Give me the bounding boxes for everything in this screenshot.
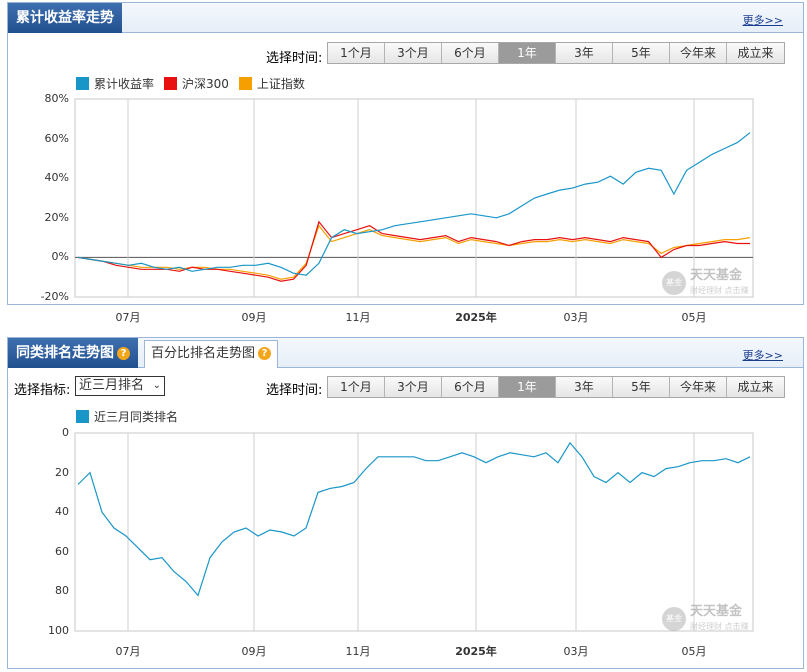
range-button[interactable]: 1年 — [499, 43, 556, 63]
range-button[interactable]: 3年 — [556, 43, 613, 63]
chart-legend: 累计收益率 沪深300 上证指数 — [76, 75, 315, 92]
panel-tabbar: 累计收益率走势 更多>> — [8, 3, 803, 33]
x-tick-label: 05月 — [681, 645, 707, 658]
brand-watermark: 基金 天天基金 财经理财 点击赚 — [662, 268, 754, 298]
question-icon[interactable]: ? — [258, 347, 272, 360]
x-tick-label: 03月 — [563, 311, 589, 324]
range-button[interactable]: 3个月 — [385, 43, 442, 63]
cumulative-return-panel: 累计收益率走势 更多>> 选择时间: 1个月 3个月 6个月 1年 3年 5年 今年来 成立来… — [7, 2, 804, 305]
x-tick-label: 2025年 — [455, 645, 497, 658]
tab-rank-trend-label: 同类排名走势图 — [16, 345, 114, 361]
plot-frame — [74, 98, 754, 298]
x-tick-label: 05月 — [681, 311, 707, 324]
brand-logo: 基金 — [662, 607, 686, 631]
range-button[interactable]: 今年来 — [670, 43, 727, 63]
chart-legend: 近三月同类排名 — [76, 408, 188, 425]
rank-trend-panel: 同类排名走势图? 百分比排名走势图? 更多>> 选择指标: 近三月排名 ⌄ 选择… — [7, 337, 804, 669]
y-tick-label: 40 — [55, 505, 69, 519]
range-button[interactable]: 3个月 — [385, 377, 442, 397]
legend-swatch — [238, 77, 252, 90]
time-select-label: 选择时间: — [266, 383, 323, 398]
x-tick-label: 07月 — [115, 645, 141, 658]
x-tick-label: 09月 — [241, 311, 267, 324]
legend-label: 沪深300 — [182, 77, 229, 91]
range-selector: 1个月 3个月 6个月 1年 3年 5年 今年来 成立来 — [327, 42, 785, 64]
legend-item[interactable]: 累计收益率 — [76, 75, 154, 92]
legend-item[interactable]: 上证指数 — [238, 75, 305, 92]
range-selector: 1个月 3个月 6个月 1年 3年 5年 今年来 成立来 — [327, 376, 785, 398]
series-line — [77, 441, 751, 597]
x-tick-label: 07月 — [115, 311, 141, 324]
legend-item[interactable]: 沪深300 — [164, 75, 229, 92]
y-tick-label: 0 — [62, 426, 69, 439]
question-icon[interactable]: ? — [117, 346, 130, 360]
brand-logo: 基金 — [662, 271, 686, 295]
range-button[interactable]: 成立来 — [727, 43, 784, 63]
tab-rank-trend[interactable]: 同类排名走势图? — [8, 338, 138, 368]
y-tick-label: 60% — [44, 131, 69, 145]
range-button[interactable]: 6个月 — [442, 43, 499, 63]
y-tick-label: 20% — [44, 210, 69, 224]
panel-tabbar: 同类排名走势图? 百分比排名走势图? 更多>> — [8, 338, 803, 368]
y-tick-label: 40% — [44, 171, 69, 185]
chevron-down-icon: ⌄ — [152, 380, 161, 391]
y-tick-label: 80 — [55, 584, 69, 598]
y-tick-label: 20 — [55, 465, 69, 479]
tab-percent-rank[interactable]: 百分比排名走势图? — [144, 340, 279, 368]
legend-label: 上证指数 — [256, 77, 305, 91]
brand-text: 天天基金 财经理财 点击赚 — [690, 267, 749, 295]
x-tick-label: 09月 — [241, 645, 267, 658]
range-button[interactable]: 1个月 — [328, 377, 385, 397]
y-tick-label: 100 — [48, 624, 69, 637]
y-tick-label: 80% — [44, 92, 69, 105]
legend-swatch — [76, 410, 89, 423]
range-button[interactable]: 1年 — [499, 377, 556, 397]
range-button[interactable]: 3年 — [556, 377, 613, 397]
more-link[interactable]: 更多>> — [742, 14, 783, 27]
y-tick-label: 60 — [55, 544, 69, 558]
indicator-select-value: 近三月排名 — [79, 378, 145, 393]
legend-label: 近三月同类排名 — [94, 410, 179, 424]
brand-text: 天天基金 财经理财 点击赚 — [690, 603, 749, 631]
legend-swatch — [164, 77, 178, 90]
series-line — [77, 220, 750, 282]
range-button[interactable]: 5年 — [613, 377, 670, 397]
tab-percent-rank-label: 百分比排名走势图 — [151, 346, 256, 361]
indicator-select[interactable]: 近三月排名 ⌄ — [75, 376, 165, 396]
series-line — [77, 132, 751, 276]
range-button[interactable]: 今年来 — [670, 377, 727, 397]
legend-item[interactable]: 近三月同类排名 — [76, 408, 178, 425]
more-link[interactable]: 更多>> — [742, 349, 783, 362]
range-button[interactable]: 成立来 — [727, 377, 784, 397]
range-button[interactable]: 1个月 — [328, 43, 385, 63]
x-tick-label: 2025年 — [455, 311, 497, 324]
time-select-label: 选择时间: — [266, 51, 323, 66]
range-button[interactable]: 5年 — [613, 43, 670, 63]
plot-frame — [74, 432, 754, 632]
indicator-select-label: 选择指标: — [14, 383, 71, 398]
x-tick-label: 11月 — [345, 311, 371, 324]
legend-label: 累计收益率 — [94, 77, 155, 91]
range-button[interactable]: 6个月 — [442, 377, 499, 397]
legend-swatch — [76, 77, 89, 90]
y-tick-label: -20% — [40, 290, 69, 303]
brand-watermark: 基金 天天基金 财经理财 点击赚 — [662, 604, 754, 634]
x-tick-label: 11月 — [345, 645, 371, 658]
y-tick-label: 0% — [51, 250, 69, 264]
x-tick-label: 03月 — [563, 645, 589, 658]
tab-cumulative-return[interactable]: 累计收益率走势 — [8, 3, 122, 33]
